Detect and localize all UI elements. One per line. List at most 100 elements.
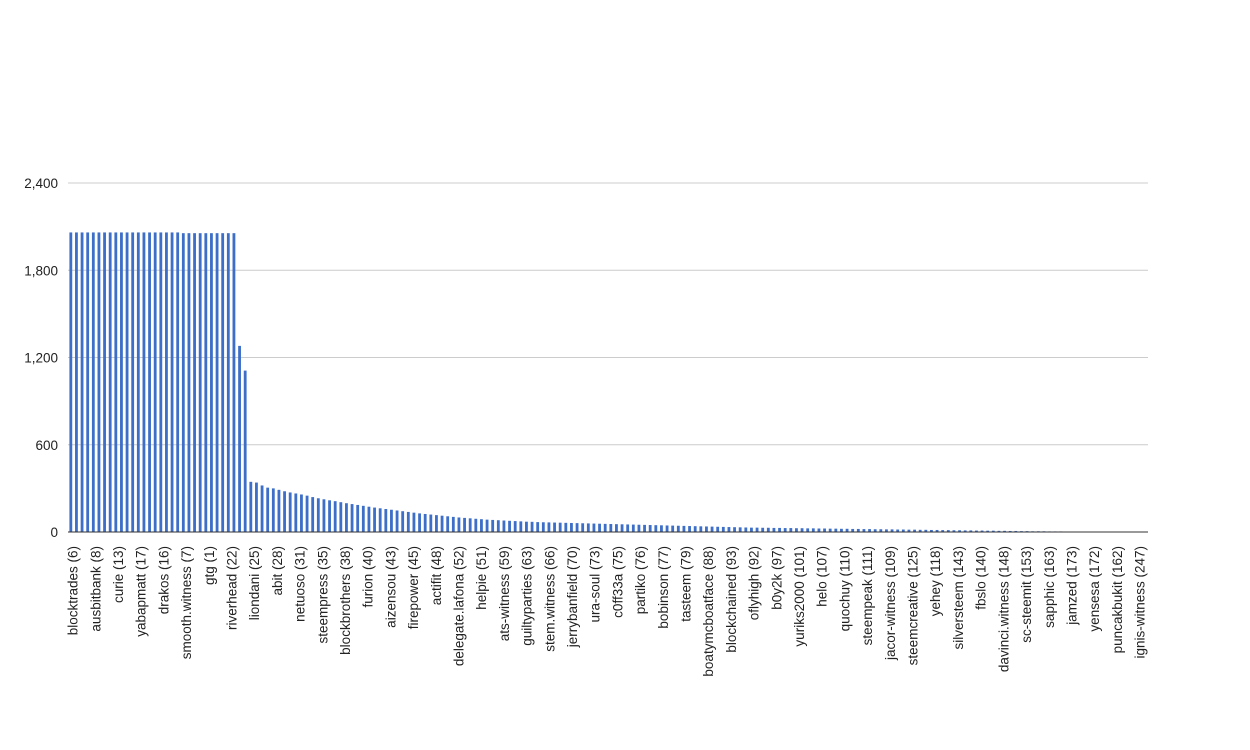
bar [339,502,343,532]
x-tick-label: drakos (16) [156,546,171,614]
bar [120,232,123,532]
bar [429,514,433,532]
bar [361,505,365,532]
x-tick-label: abit (28) [270,546,285,596]
bar [401,511,405,532]
bar [631,524,635,532]
bar [463,517,466,532]
bar [367,506,371,532]
bar [457,517,461,532]
bar [165,232,168,532]
bar [710,526,714,532]
bar [153,232,157,532]
bar [525,521,528,532]
bar [603,523,607,532]
bar [480,519,483,532]
y-tick-label: 1,200 [24,351,58,366]
bar [108,232,112,532]
bar [142,232,146,532]
bar [418,513,421,532]
bar [496,520,500,532]
bar [255,482,258,532]
bar [806,528,810,532]
bar [328,500,331,532]
bars [69,232,1147,533]
y-axis-ticks: 0 600 1,200 1,800 2,400 [24,176,58,540]
bar [80,232,84,532]
bar [187,233,191,533]
bar [856,528,860,532]
bar [930,529,933,532]
bar [423,513,427,532]
bar [840,528,843,532]
x-tick-label: furion (40) [361,546,376,608]
x-tick-label: ats-witness (59) [497,546,512,641]
x-tick-label: yuriks2000 (101) [792,546,807,647]
bar [868,529,871,532]
bar [553,522,556,532]
bar [778,527,781,532]
bar [570,522,573,532]
bar [412,512,416,532]
x-tick-label: delegate.lafona (52) [452,546,467,666]
bar [305,495,309,532]
bar [440,515,444,532]
bar [294,493,298,532]
bar [271,488,275,533]
x-tick-label: sapphic (163) [1042,546,1057,628]
bar [823,528,826,532]
x-tick-label: steempress (35) [315,546,330,644]
x-tick-label: b0y2k (97) [769,546,784,610]
bar [783,528,787,532]
x-tick-label: guiltyparties (63) [520,546,535,646]
bar [890,529,894,532]
bar [148,232,151,532]
x-tick-label: steempeak (111) [860,546,875,645]
bar [406,511,410,532]
gridlines [68,182,1148,446]
bar [395,510,399,532]
bar [789,528,793,532]
bar [485,519,489,532]
bar [131,232,135,532]
x-tick-label: boatymcboatface (88) [701,546,716,677]
bar [699,526,703,532]
bar [530,521,534,532]
x-tick-label: bobinson (77) [656,546,671,629]
bar [243,370,247,532]
bar [373,507,376,532]
x-tick-label: jerrybanfield (70) [565,546,580,648]
x-tick-label: aizensou (43) [383,546,398,628]
x-tick-label: yehey (118) [928,546,943,616]
bar [727,527,731,532]
bar [350,504,354,532]
bar [935,529,939,532]
x-tick-label: sc-steemit (153) [1019,546,1034,643]
y-tick-label: 1,800 [24,263,58,278]
bar [260,485,264,532]
x-tick-label: netuoso (31) [293,546,308,622]
bar [541,522,545,532]
bar [502,520,506,532]
bar [817,528,821,532]
bar [896,529,900,532]
x-tick-label: tasteem (79) [679,546,694,622]
bar [356,504,360,532]
x-tick-label: riverhead (22) [224,546,239,630]
bar [654,525,658,532]
bar [238,345,241,532]
bar [103,232,106,532]
bar [693,526,697,532]
x-tick-label: silversteem (143) [951,546,966,650]
bar [918,529,922,532]
bar [69,232,73,532]
bar [586,523,590,532]
bar [845,528,849,532]
bar [575,523,579,532]
bar [941,530,945,532]
bar [266,487,270,532]
x-tick-label: davinci.witness (148) [996,546,1011,672]
bar [390,509,393,532]
bar [451,516,455,532]
bar [508,520,511,532]
